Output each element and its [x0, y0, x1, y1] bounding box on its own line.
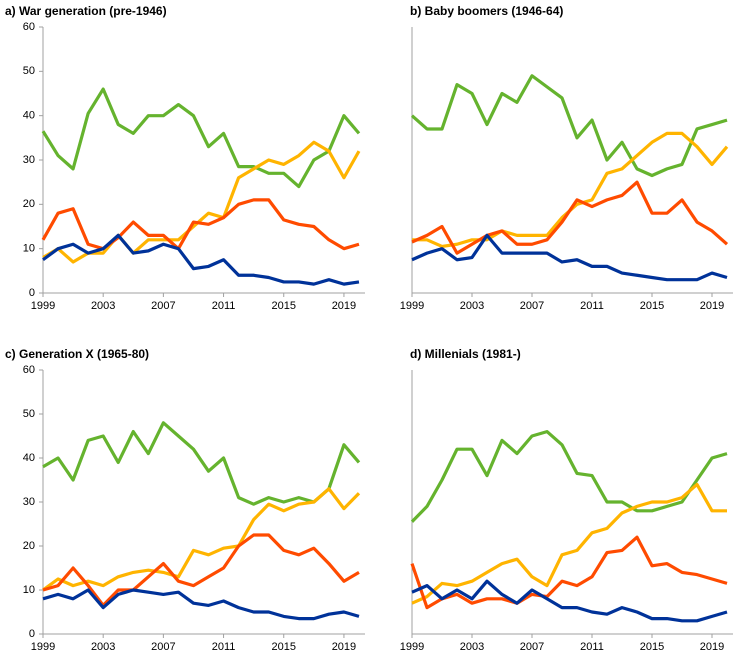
x-tick-label: 1999 — [31, 641, 55, 653]
panel-title: d) Millenials (1981-) — [410, 347, 521, 361]
x-tick-label: 1999 — [400, 300, 424, 312]
x-tick-label: 2015 — [272, 641, 296, 653]
data-line — [42, 140, 361, 264]
x-tick-label: 2007 — [520, 300, 544, 312]
data-line — [411, 579, 728, 623]
x-tick-label: 2011 — [212, 641, 236, 653]
y-tick-label: 60 — [23, 21, 35, 33]
x-tick-label: 2011 — [580, 300, 604, 312]
x-tick-label: 2019 — [700, 641, 724, 653]
y-tick-label: 20 — [23, 198, 35, 210]
data-line — [412, 131, 729, 249]
x-tick-label: 2007 — [151, 300, 175, 312]
panel-title: b) Baby boomers (1946-64) — [410, 4, 563, 18]
data-line — [41, 198, 360, 251]
x-tick-label: 2003 — [91, 641, 115, 653]
y-tick-label: 0 — [29, 628, 35, 640]
x-tick-label: 1999 — [31, 300, 55, 312]
data-line — [411, 180, 729, 255]
x-tick-label: 1999 — [400, 641, 424, 653]
y-tick-label: 50 — [23, 408, 35, 420]
y-tick-label: 10 — [23, 243, 35, 255]
data-line — [42, 487, 361, 592]
y-tick-label: 30 — [23, 154, 35, 166]
x-tick-label: 2003 — [460, 300, 484, 312]
data-line — [41, 87, 361, 189]
y-tick-label: 10 — [23, 584, 35, 596]
x-tick-label: 2019 — [700, 300, 724, 312]
data-line — [411, 233, 728, 282]
y-tick-label: 20 — [23, 540, 35, 552]
y-tick-label: 30 — [23, 496, 35, 508]
data-line — [42, 421, 361, 506]
x-tick-label: 2003 — [460, 641, 484, 653]
y-tick-label: 40 — [23, 110, 35, 122]
x-tick-label: 2003 — [91, 300, 115, 312]
y-tick-label: 60 — [23, 364, 35, 376]
y-tick-label: 40 — [23, 452, 35, 464]
x-tick-label: 2007 — [151, 641, 175, 653]
y-tick-label: 0 — [29, 287, 35, 299]
data-line — [42, 233, 360, 286]
x-tick-label: 2015 — [640, 641, 664, 653]
data-line — [42, 588, 360, 621]
x-tick-label: 2007 — [520, 641, 544, 653]
data-line — [42, 533, 360, 607]
x-tick-label: 2019 — [332, 641, 356, 653]
data-line — [410, 430, 728, 523]
x-tick-label: 2011 — [212, 300, 236, 312]
data-line — [411, 482, 727, 605]
panel-title: a) War generation (pre-1946) — [5, 4, 167, 18]
panel-title: c) Generation X (1965-80) — [5, 347, 149, 361]
data-line — [410, 535, 728, 610]
x-tick-label: 2019 — [332, 300, 356, 312]
x-tick-label: 2015 — [640, 300, 664, 312]
data-line — [410, 74, 728, 178]
x-tick-label: 2015 — [272, 300, 296, 312]
x-tick-label: 2011 — [580, 641, 604, 653]
y-tick-label: 50 — [23, 65, 35, 77]
